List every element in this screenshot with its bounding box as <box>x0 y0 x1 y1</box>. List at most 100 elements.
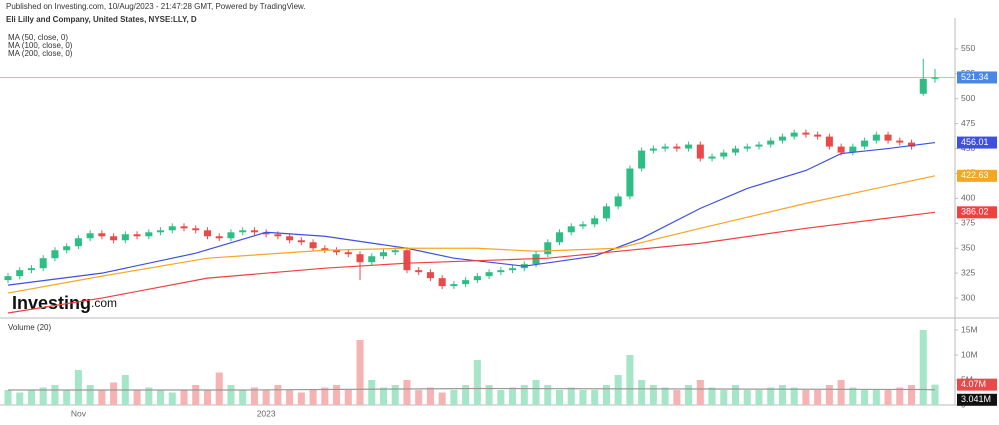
candle-body <box>896 140 904 143</box>
volume-bar <box>51 385 59 405</box>
candle-body <box>908 142 916 147</box>
candle-body <box>802 132 810 135</box>
published-note: Published on Investing.com, 10/Aug/2023 … <box>6 2 306 11</box>
volume-bar <box>673 390 681 405</box>
candle-body <box>614 196 622 207</box>
volume-bar <box>579 390 587 405</box>
volume-bar <box>74 370 82 405</box>
candle-body <box>27 268 35 271</box>
candle-body <box>344 252 352 255</box>
volume-bar <box>368 380 376 405</box>
candle-body <box>450 284 458 287</box>
candle-body <box>426 272 434 279</box>
candle-body <box>239 230 247 233</box>
price-tag-label: 456.01 <box>961 137 989 147</box>
candle-body <box>755 144 763 147</box>
y-tick-label: 15M <box>961 324 978 334</box>
candle-body <box>415 270 423 273</box>
candle-body <box>673 146 681 149</box>
candle-body <box>685 144 693 149</box>
candle-body <box>368 256 376 263</box>
volume-bar <box>309 390 317 405</box>
volume-bar <box>462 385 470 405</box>
volume-bar <box>168 392 176 405</box>
volume-title: Volume (20) <box>8 323 51 332</box>
volume-bar <box>555 390 564 405</box>
price-tag-label: 521.34 <box>961 72 989 82</box>
volume-bar <box>567 387 575 405</box>
price-tag <box>957 206 997 219</box>
candle-body <box>4 276 12 281</box>
volume-bar <box>426 387 434 405</box>
volume-bar <box>931 384 939 405</box>
candle-body <box>638 150 646 169</box>
volume-bar <box>16 392 24 405</box>
candle-body <box>861 140 869 147</box>
y-tick-label: 475 <box>961 118 975 128</box>
y-tick-label: 10M <box>961 349 978 359</box>
volume-bar <box>708 387 716 405</box>
x-tick-label: Nov <box>71 408 87 418</box>
candle-body <box>731 148 740 153</box>
candle-body <box>309 242 317 249</box>
candle-body <box>497 270 505 273</box>
x-tick-label: 2023 <box>257 408 276 418</box>
candle-body <box>485 272 493 277</box>
volume-bar <box>896 387 904 405</box>
volume-bar <box>145 387 153 405</box>
candle-body <box>356 254 364 263</box>
volume-bar <box>685 385 693 405</box>
price-tag <box>957 169 997 182</box>
volume-bar <box>180 390 188 405</box>
candle-body <box>872 134 880 141</box>
candle-body <box>626 168 634 197</box>
legend-entry: MA (50, close, 0) <box>8 33 68 42</box>
volume-bar <box>274 385 282 405</box>
volume-bar <box>720 390 728 405</box>
volume-bar <box>649 385 657 405</box>
legend-entry: MA (200, close, 0) <box>8 49 73 58</box>
candle-body <box>51 250 59 259</box>
volume-bar <box>356 340 364 405</box>
logo: Investing.com <box>12 293 117 313</box>
candle-body <box>931 77 939 79</box>
candle-body <box>227 232 235 239</box>
volume-bar <box>415 390 423 405</box>
volume-bar <box>884 390 892 405</box>
candle-body <box>767 140 775 145</box>
price-tag <box>957 136 997 149</box>
candle-body <box>274 234 282 237</box>
volume-bar <box>379 387 388 405</box>
candle-body <box>825 136 833 147</box>
candle-body <box>262 232 270 235</box>
candle-body <box>579 224 587 227</box>
moving-average <box>7 175 936 294</box>
candle-body <box>884 134 892 141</box>
volume-bar <box>333 385 341 405</box>
volume-bar <box>391 385 399 405</box>
volume-bar <box>919 330 927 405</box>
candle-body <box>286 236 294 241</box>
volume-bar <box>321 387 329 405</box>
volume-bar <box>520 385 528 405</box>
volume-bar <box>814 390 822 405</box>
volume-bar <box>743 390 751 405</box>
volume-bar <box>778 385 786 405</box>
candle-body <box>145 232 153 237</box>
volume-bar <box>239 390 247 405</box>
volume-bar <box>790 387 798 405</box>
candle-body <box>110 236 118 241</box>
volume-bar <box>27 390 35 405</box>
candle-body <box>544 242 552 255</box>
y-tick-label: 500 <box>961 93 975 103</box>
candle-body <box>203 230 212 237</box>
volume-bar <box>297 392 305 405</box>
volume-bar <box>215 372 223 405</box>
candle-body <box>74 238 82 247</box>
candle-body <box>778 136 786 141</box>
candle-body <box>473 276 481 281</box>
candle-body <box>391 250 399 253</box>
candle-body <box>403 250 411 271</box>
volume-bar <box>837 380 845 405</box>
